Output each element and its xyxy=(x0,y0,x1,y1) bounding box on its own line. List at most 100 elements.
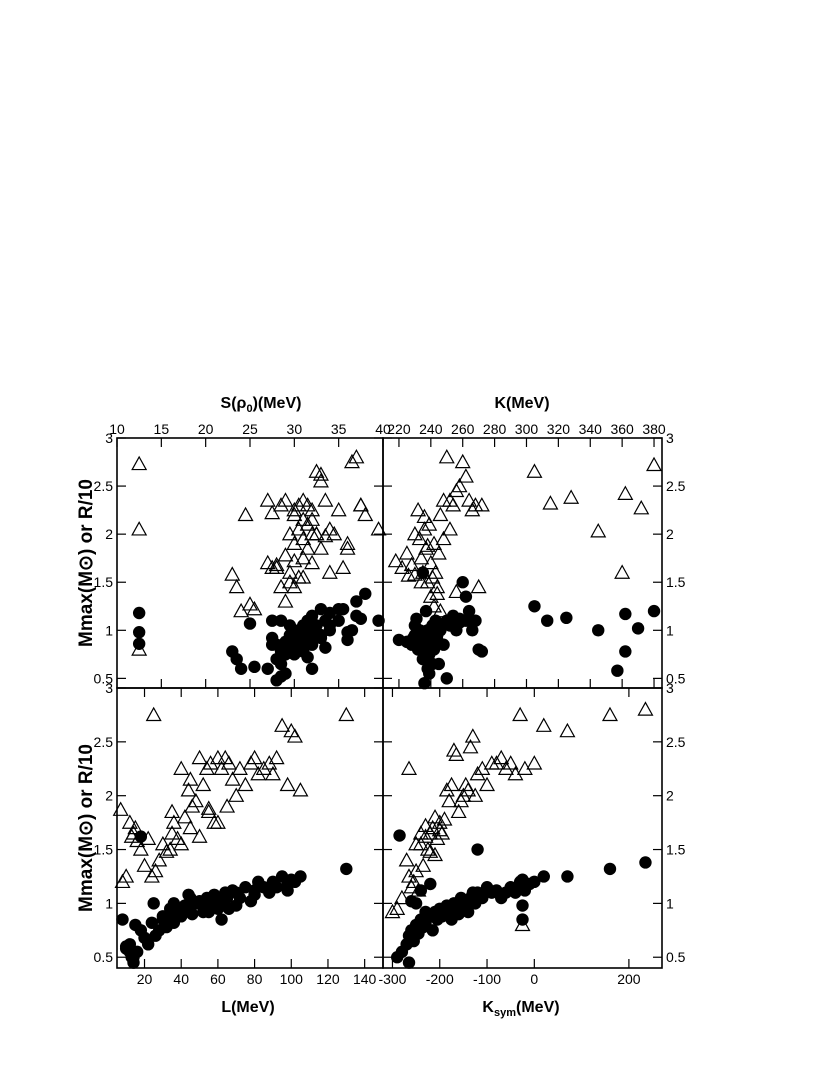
x-tick-label: 360 xyxy=(610,421,634,437)
data-point-triangle xyxy=(308,525,325,541)
data-point-circle xyxy=(211,891,225,905)
data-point-triangle xyxy=(413,549,430,565)
data-point-circle xyxy=(248,660,261,674)
data-point-circle xyxy=(528,600,541,613)
data-point-triangle xyxy=(469,765,486,781)
x-tick-label: 35 xyxy=(331,421,347,437)
y-tick-label: 1 xyxy=(105,895,113,911)
data-point-triangle xyxy=(488,755,505,770)
data-point-triangle xyxy=(432,506,449,522)
data-point-circle xyxy=(297,645,310,658)
data-point-circle xyxy=(459,590,473,603)
data-point-circle xyxy=(305,609,319,623)
data-point-triangle xyxy=(274,717,291,732)
data-point-triangle xyxy=(339,535,356,550)
x-tick-label: 15 xyxy=(154,421,170,437)
data-point-triangle xyxy=(408,835,425,851)
data-point-circle xyxy=(426,657,439,671)
data-point-circle xyxy=(516,913,529,926)
x-tick: -200 xyxy=(426,688,454,987)
data-point-triangle xyxy=(462,738,479,754)
data-point-circle xyxy=(611,664,624,677)
data-point-triangle xyxy=(563,489,580,504)
data-point-triangle xyxy=(357,506,374,522)
y-tick: 3 xyxy=(105,430,383,446)
data-point-circle xyxy=(314,631,328,645)
y-tick-label: 1.5 xyxy=(94,574,114,590)
data-point-triangle xyxy=(220,755,237,770)
data-point-triangle xyxy=(308,463,325,478)
data-point-circle xyxy=(123,938,137,951)
data-point-triangle xyxy=(590,523,607,538)
data-point-circle xyxy=(516,899,529,912)
data-point-circle xyxy=(147,897,160,910)
top-left-x-label: S(ρ0)(MeV) xyxy=(221,395,302,415)
data-point-triangle xyxy=(432,602,449,618)
x-tick-label: -200 xyxy=(426,971,454,987)
y-tick-label: 0.5 xyxy=(666,949,686,965)
data-point-circle xyxy=(340,862,353,876)
data-point-circle xyxy=(132,606,146,620)
data-point-circle xyxy=(619,607,632,621)
data-point-triangle xyxy=(131,641,148,656)
data-point-triangle xyxy=(246,600,263,616)
data-point-triangle xyxy=(431,821,448,837)
data-point-triangle xyxy=(209,814,226,829)
data-point-triangle xyxy=(406,525,423,541)
data-point-triangle xyxy=(426,846,444,862)
data-point-circle xyxy=(332,614,345,627)
x-tick: 20 xyxy=(198,421,214,688)
data-point-circle xyxy=(230,652,243,666)
data-point-circle xyxy=(186,907,199,921)
data-point-circle xyxy=(471,843,484,856)
x-tick: 140 xyxy=(353,688,377,987)
data-point-circle xyxy=(127,951,140,964)
y-tick: 0.5 xyxy=(94,670,383,686)
data-point-circle xyxy=(266,877,280,891)
x-tick-label: 40 xyxy=(375,421,391,437)
data-point-circle xyxy=(528,875,541,889)
data-point-circle xyxy=(418,676,431,690)
y-tick-label: 0.5 xyxy=(94,949,114,965)
data-point-triangle xyxy=(219,798,236,813)
data-point-triangle xyxy=(187,792,204,808)
data-point-triangle xyxy=(246,749,263,765)
x-tick: 300 xyxy=(515,421,538,688)
data-point-triangle xyxy=(273,578,290,594)
x-tick-label: 340 xyxy=(579,421,603,437)
y-tick-label: 2.5 xyxy=(94,478,114,494)
data-point-circle xyxy=(234,662,248,675)
data-point-circle xyxy=(592,624,605,637)
data-point-triangle xyxy=(646,456,663,472)
data-point-circle xyxy=(410,612,423,625)
data-point-triangle xyxy=(273,497,290,512)
data-point-circle xyxy=(243,617,257,630)
data-point-circle xyxy=(561,870,574,883)
y-tick: 3 xyxy=(383,680,674,696)
y-tick: 0.5 xyxy=(383,670,686,686)
data-point-triangle xyxy=(412,825,429,840)
x-tick: 80 xyxy=(247,688,263,987)
y-tick-label: 2.5 xyxy=(666,478,686,494)
data-point-circle xyxy=(167,897,181,910)
series-triangle-open xyxy=(387,448,663,618)
data-point-circle xyxy=(265,614,279,627)
x-tick: 320 xyxy=(547,421,570,688)
bottom-right-x-label: Ksym(MeV) xyxy=(482,999,559,1019)
data-point-triangle xyxy=(136,857,153,872)
data-point-triangle xyxy=(255,760,272,775)
data-point-triangle xyxy=(127,819,144,835)
top-y-label: Mmax(M⊙) or R/10 xyxy=(76,479,97,647)
data-point-triangle xyxy=(497,760,514,775)
series-circle-filled xyxy=(116,830,353,969)
data-point-circle xyxy=(215,913,228,926)
data-point-triangle xyxy=(431,814,448,829)
x-tick-label: 80 xyxy=(247,971,263,987)
y-tick: 2.5 xyxy=(94,734,383,750)
panel-top-right: 220 240 260 280 300 320 340 360 380 0.5 1 1.5 2 2.5 3 xyxy=(382,421,686,690)
data-point-circle xyxy=(603,862,617,876)
data-point-circle xyxy=(469,614,482,627)
y-tick-label: 2 xyxy=(105,788,113,804)
x-tick: 35 xyxy=(331,421,347,688)
data-point-triangle xyxy=(164,803,181,819)
